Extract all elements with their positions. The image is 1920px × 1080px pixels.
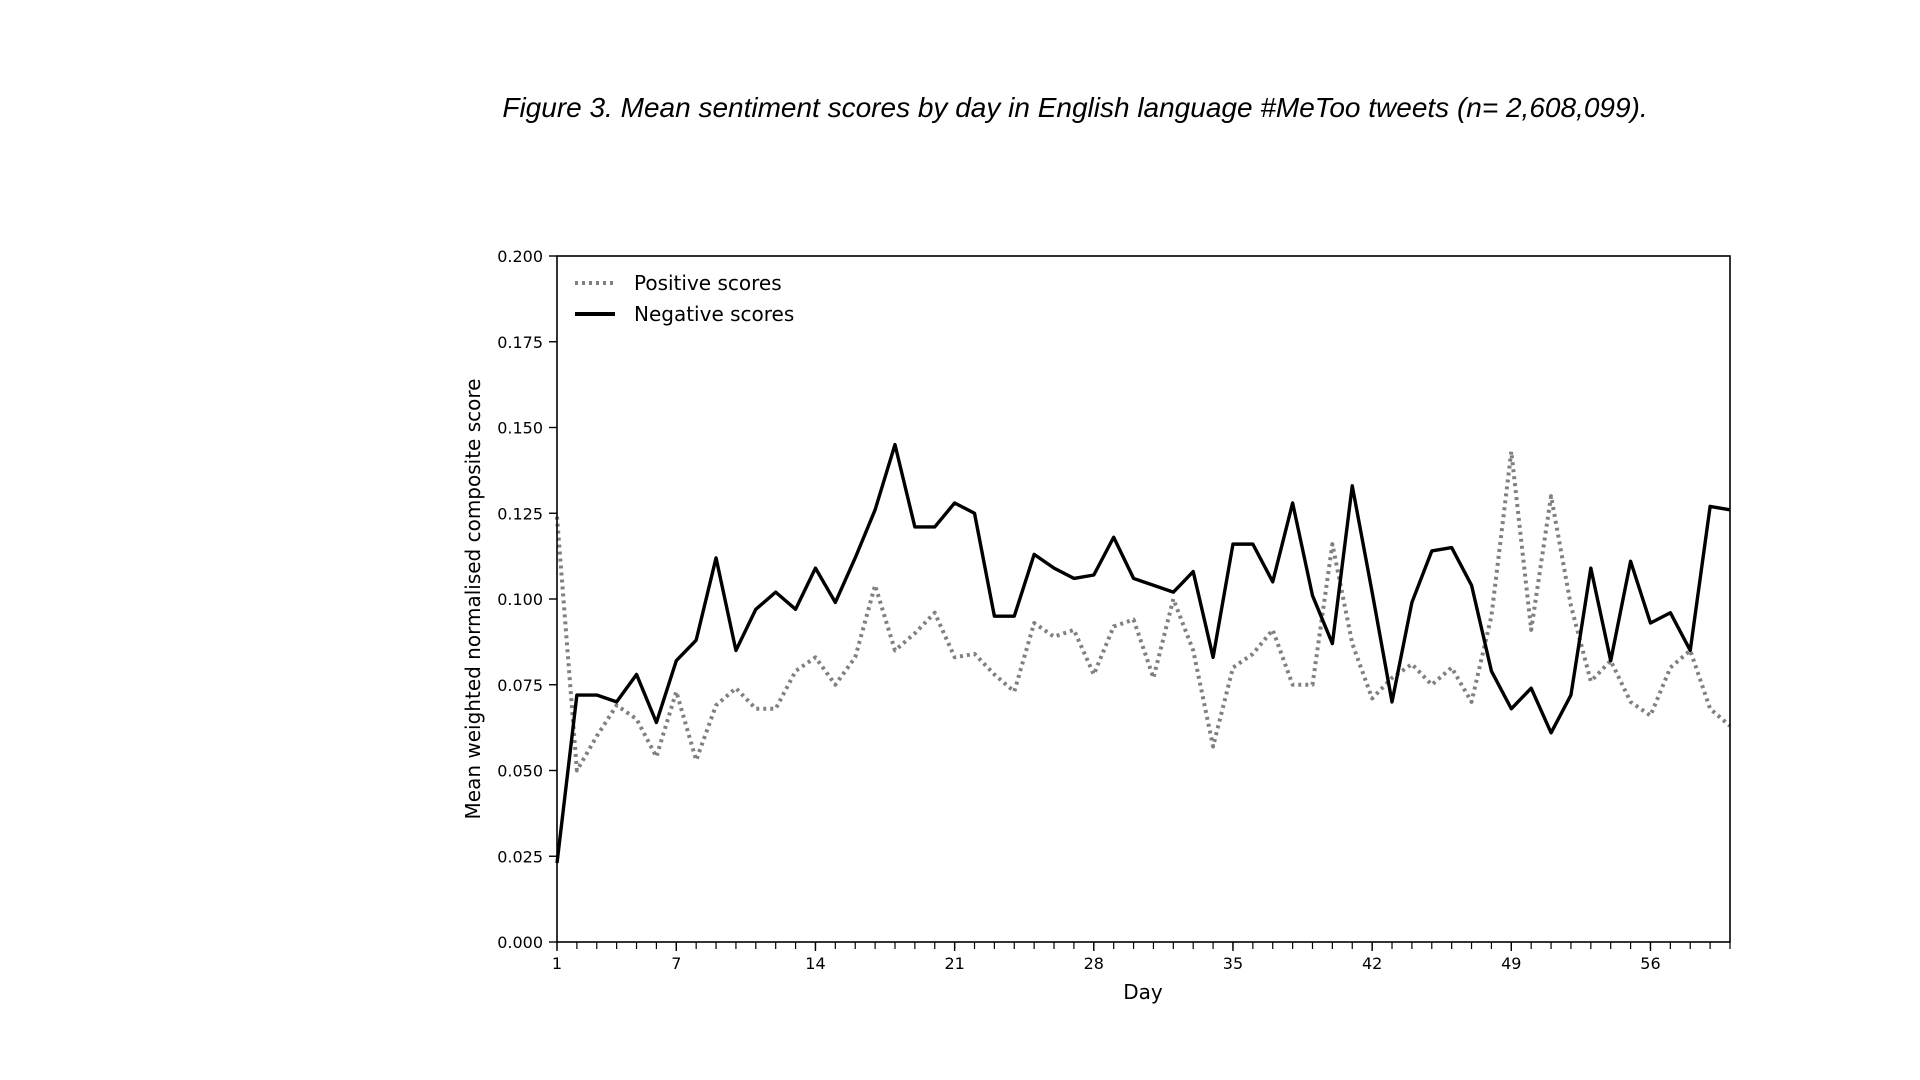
series-layer [555, 442, 1732, 864]
y-tick-label: 0.100 [497, 590, 543, 609]
legend: Positive scores Negative scores [575, 271, 794, 326]
legend-label-positive: Positive scores [634, 271, 782, 295]
plot-frame [556, 255, 1731, 943]
y-tick-label: 0.050 [497, 762, 543, 781]
y-tick-label: 0.175 [497, 333, 543, 352]
x-tick-label: 14 [805, 954, 825, 973]
series-line-positive [555, 449, 1732, 773]
y-tick-label: 0.125 [497, 504, 543, 523]
x-tick-label: 49 [1501, 954, 1521, 973]
x-tick-label: 7 [671, 954, 681, 973]
x-tick-label: 35 [1223, 954, 1243, 973]
y-tick-label: 0.200 [497, 247, 543, 266]
figure-title: Figure 3. Mean sentiment scores by day i… [502, 92, 1648, 123]
x-tick-label: 21 [944, 954, 964, 973]
y-tick-label: 0.075 [497, 676, 543, 695]
x-tick-label: 42 [1362, 954, 1382, 973]
x-axis-label: Day [1123, 980, 1163, 1004]
x-axis-ticks: 1 7 14 21 28 35 42 49 56 [552, 942, 1731, 973]
y-tick-label: 0.150 [497, 419, 543, 438]
y-tick-label: 0.000 [497, 933, 543, 952]
y-axis-label: Mean weighted normalised composite score [461, 379, 485, 820]
x-tick-label: 28 [1084, 954, 1104, 973]
legend-label-negative: Negative scores [634, 302, 794, 326]
y-axis-ticks: 0.000 0.025 0.050 0.075 0.100 0.125 0.150 0.175… [497, 247, 557, 952]
y-tick-label: 0.025 [497, 847, 543, 866]
series-line-negative [555, 442, 1731, 864]
x-tick-label: 1 [552, 954, 562, 973]
x-tick-label: 56 [1640, 954, 1660, 973]
